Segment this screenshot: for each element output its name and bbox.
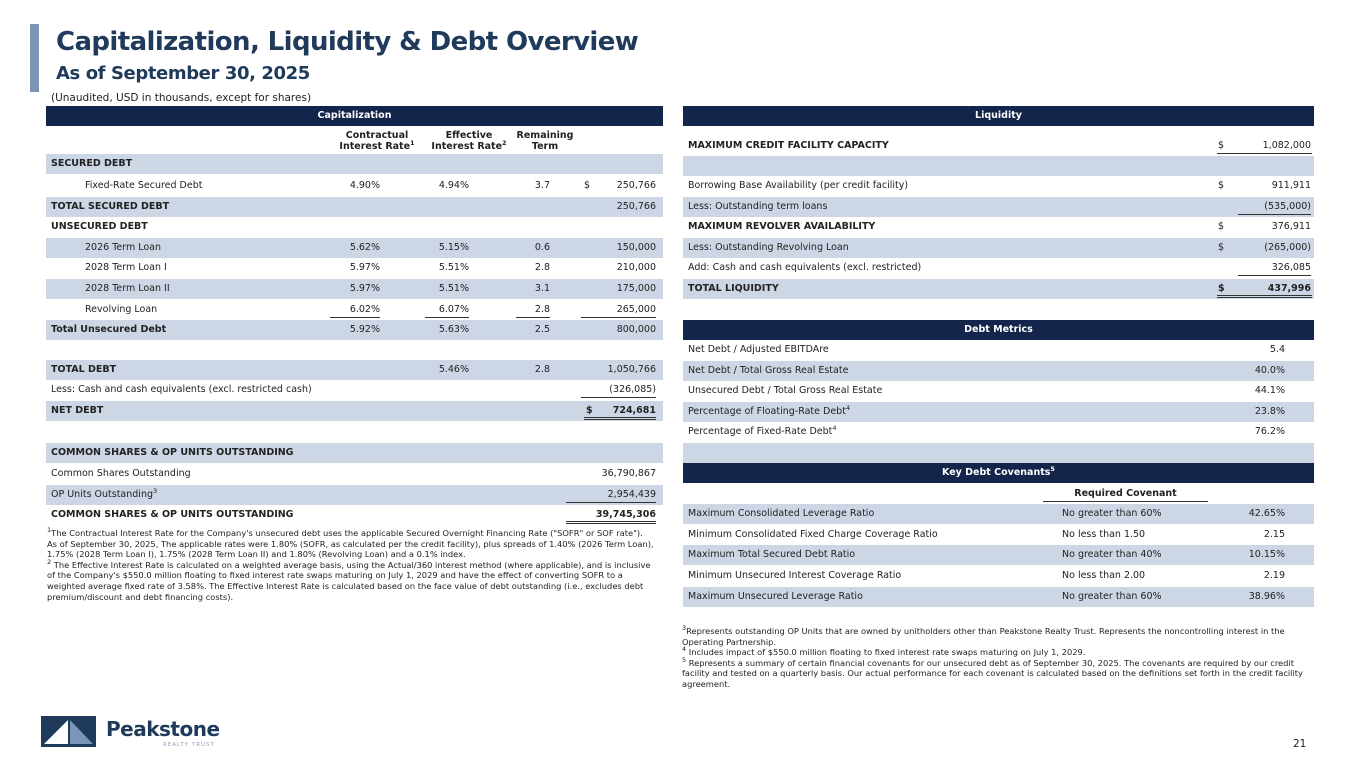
- metric-row: Net Debt / Total Gross Real Estate 40.0%: [683, 361, 1314, 381]
- total-debt-row: TOTAL DEBT 5.46% 2.8 1,050,766: [46, 360, 663, 380]
- page-subtitle: As of September 30, 2025: [56, 63, 310, 84]
- shares-section: COMMON SHARES & OP UNITS OUTSTANDING: [46, 443, 663, 463]
- table-row: Fixed-Rate Secured Debt 4.90% 4.94% 3.7 …: [85, 180, 656, 191]
- covenants-title: Key Debt Covenants5: [942, 465, 1055, 478]
- covenants-col-header: Required Covenant: [683, 484, 1314, 504]
- page-title: Capitalization, Liquidity & Debt Overvie…: [56, 27, 639, 57]
- covenant-row: Maximum Consolidated Leverage Ratio No g…: [683, 504, 1314, 524]
- footnote-5: 5 Represents a summary of certain financ…: [682, 655, 1303, 689]
- footnotes-left: 1The Contractual Interest Rate for the C…: [47, 526, 655, 602]
- page-number: 21: [1293, 738, 1307, 750]
- footnote-1: 1The Contractual Interest Rate for the C…: [47, 526, 654, 560]
- liquidity-header: Liquidity: [683, 106, 1314, 126]
- logo-wordmark: Peakstone: [106, 717, 220, 741]
- col-header-contractual: Contractual Interest Rate1: [339, 130, 415, 152]
- covenant-row: Minimum Unsecured Interest Coverage Rati…: [688, 570, 1285, 581]
- table-row: Borrowing Base Availability (per credit …: [688, 180, 1311, 191]
- net-debt-row: NET DEBT $ 724,681: [46, 401, 663, 421]
- table-row: Less: Outstanding term loans (535,000): [683, 197, 1314, 217]
- total-liquidity-row: TOTAL LIQUIDITY $ 437,996: [683, 279, 1314, 299]
- title-accent-bar: [30, 24, 39, 92]
- metric-row: Percentage of Fixed-Rate Debt4 76.2%: [688, 424, 1285, 437]
- footnote-2: 2 The Effective Interest Rate is calcula…: [47, 557, 651, 602]
- footnote-4: 4 Includes impact of $550.0 million floa…: [682, 645, 1086, 658]
- table-row: 2026 Term Loan 5.62% 5.15% 0.6 150,000: [46, 238, 663, 258]
- capitalization-header: Capitalization: [46, 106, 663, 126]
- peakstone-logo-icon: [41, 716, 96, 747]
- secured-debt-section: SECURED DEBT: [46, 154, 663, 174]
- max-revolver-row: MAXIMUM REVOLVER AVAILABILITY $ 376,911: [688, 221, 1311, 232]
- col-header-remaining: Remaining Term: [516, 130, 574, 152]
- table-row: Common Shares Outstanding 36,790,867: [51, 468, 656, 479]
- spacer-row: [683, 156, 1314, 176]
- covenant-row: Maximum Unsecured Leverage Ratio No grea…: [683, 587, 1314, 607]
- spacer-row: [683, 443, 1314, 463]
- col-header-effective: Effective Interest Rate2: [431, 130, 507, 152]
- table-row: 2028 Term Loan II 5.97% 5.51% 3.1 175,00…: [46, 279, 663, 299]
- total-secured-row: TOTAL SECURED DEBT 250,766: [46, 197, 663, 217]
- unsecured-debt-section: UNSECURED DEBT: [51, 221, 148, 232]
- covenants-header: Key Debt Covenants5: [683, 463, 1314, 483]
- covenant-row: Minimum Consolidated Fixed Charge Covera…: [688, 529, 1285, 540]
- metric-row: Unsecured Debt / Total Gross Real Estate…: [688, 385, 1285, 396]
- covenant-row: Maximum Total Secured Debt Ratio No grea…: [683, 545, 1314, 565]
- debt-metrics-title: Debt Metrics: [964, 324, 1033, 335]
- capitalization-title: Capitalization: [317, 110, 392, 121]
- units-note: (Unaudited, USD in thousands, except for…: [51, 92, 312, 104]
- logo-tagline: REALTY TRUST: [163, 742, 215, 748]
- metric-row: Net Debt / Adjusted EBITDAre 5.4: [688, 344, 1285, 355]
- table-row: OP Units Outstanding3 2,954,439: [46, 485, 663, 505]
- liquidity-title: Liquidity: [975, 110, 1022, 121]
- footnotes-right: 3Represents outstanding OP Units that ar…: [682, 624, 1316, 690]
- less-cash-row: Less: Cash and cash equivalents (excl. r…: [46, 380, 663, 400]
- metric-row: Percentage of Floating-Rate Debt4 23.8%: [683, 402, 1314, 422]
- table-row: 2028 Term Loan I 5.97% 5.51% 2.8 210,000: [85, 262, 656, 273]
- total-shares-row: COMMON SHARES & OP UNITS OUTSTANDING 39,…: [46, 505, 663, 525]
- table-row: Less: Outstanding Revolving Loan $ (265,…: [683, 238, 1314, 258]
- footnote-3: 3Represents outstanding OP Units that ar…: [682, 624, 1285, 647]
- total-unsecured-row: Total Unsecured Debt 5.92% 5.63% 2.5 800…: [46, 320, 663, 340]
- table-row: Revolving Loan 6.02% 6.07% 2.8 265,000: [46, 300, 663, 320]
- max-credit-row: MAXIMUM CREDIT FACILITY CAPACITY $ 1,082…: [683, 136, 1314, 156]
- table-row: Add: Cash and cash equivalents (excl. re…: [683, 258, 1314, 278]
- debt-metrics-header: Debt Metrics: [683, 320, 1314, 340]
